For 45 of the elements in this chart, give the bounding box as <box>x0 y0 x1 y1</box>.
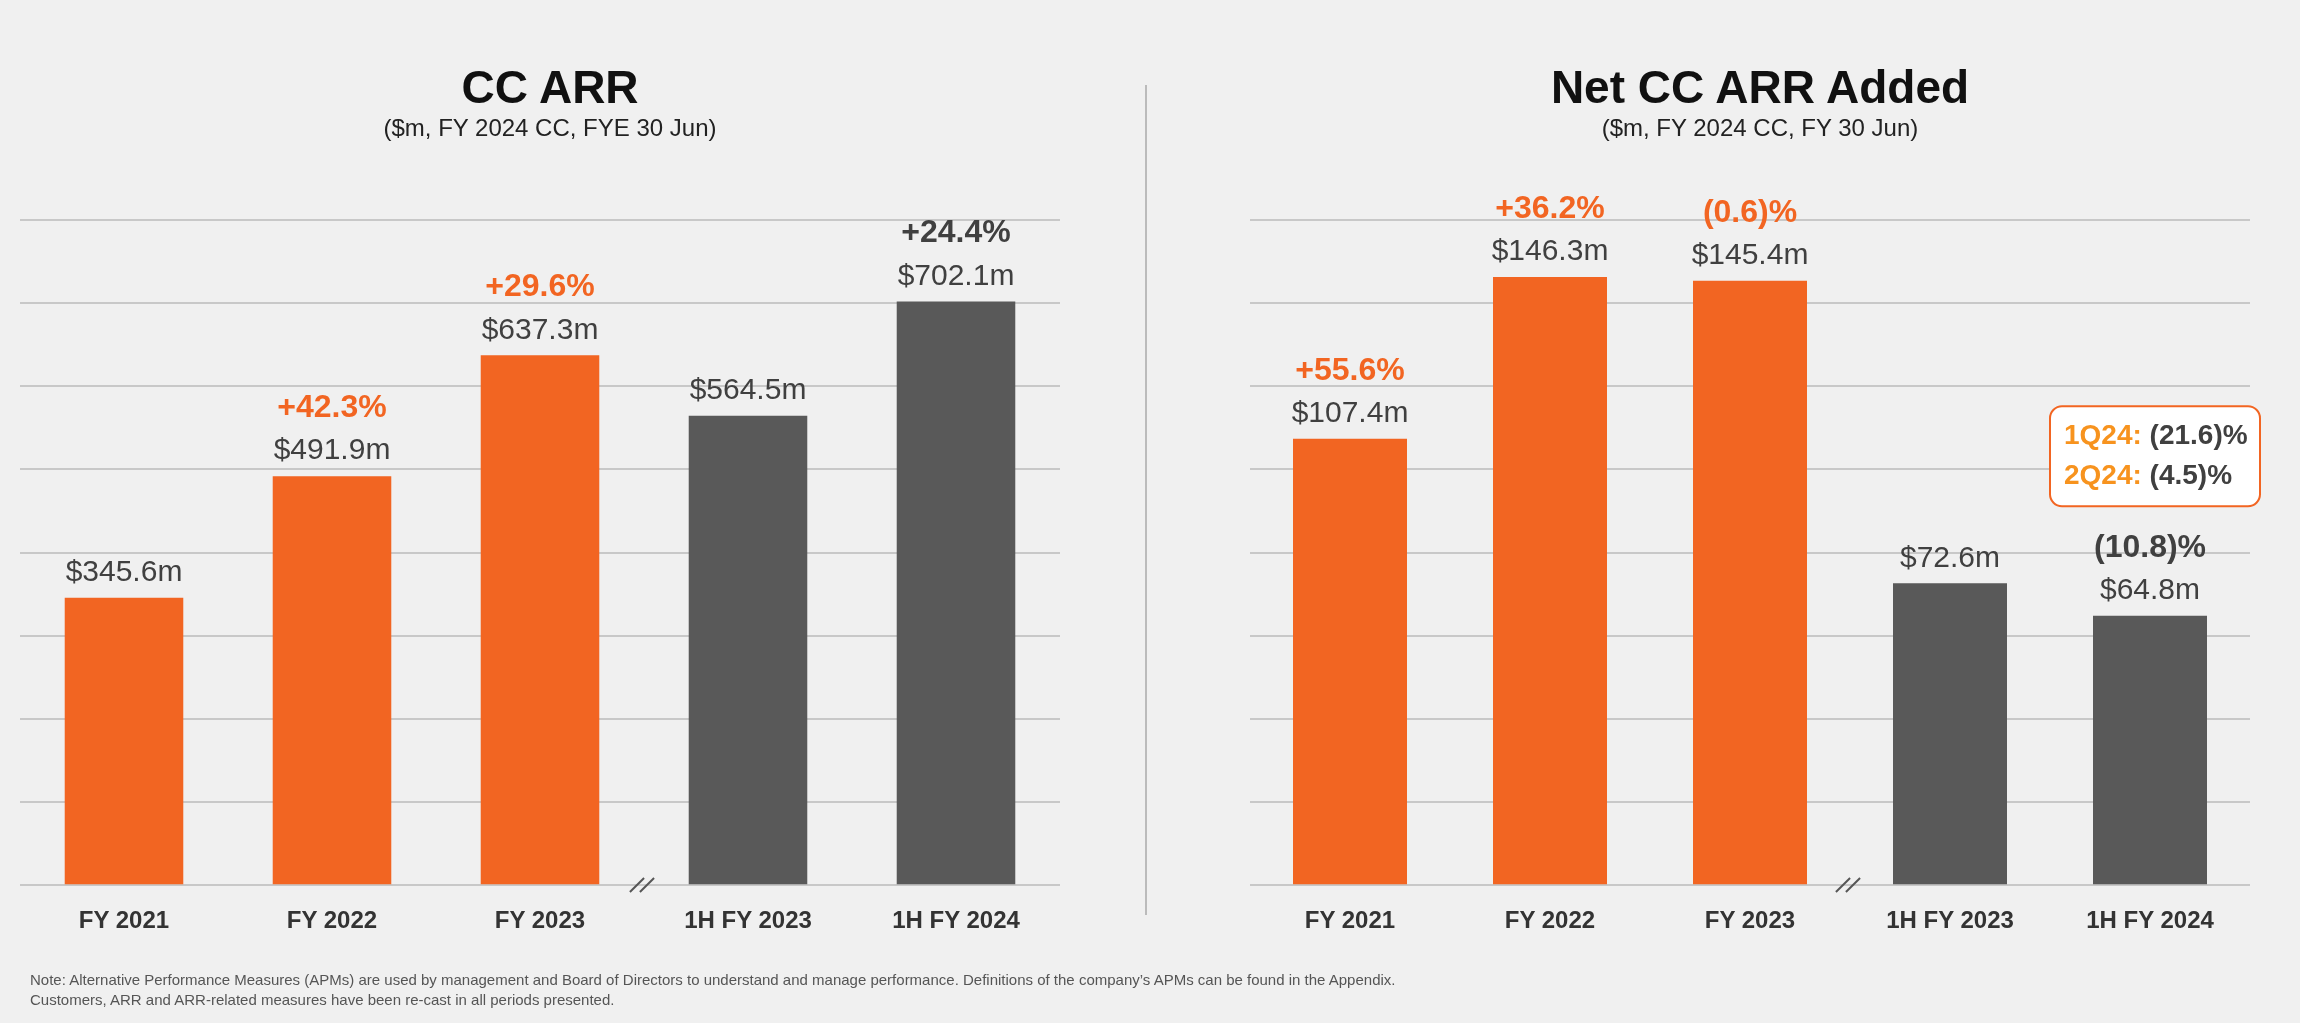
chart-title: Net CC ARR Added <box>1549 60 1971 114</box>
data-label: $146.3m <box>1491 233 1609 267</box>
bar <box>688 415 808 885</box>
data-label: $145.4m <box>1691 236 1809 270</box>
text: Note: Alternative Performance Measures (APMs) are used by management and Board of Directors to understand and manage performance. Definitions of the company’s APMs can be found in the Appendix. <box>30 970 1396 990</box>
annotation: (0.6)% <box>1702 192 1798 229</box>
bar <box>64 597 184 885</box>
data-label: $637.3m <box>481 311 599 345</box>
annotation: 2Q24: (4.5)% <box>2064 458 2233 490</box>
x-tick-label: FY 2022 <box>1504 906 1596 934</box>
bar <box>480 355 600 885</box>
annotation: (10.8)% <box>2093 527 2207 564</box>
data-label: $564.5m <box>689 372 807 406</box>
bar <box>2093 615 2207 885</box>
x-tick-label: 1H FY 2023 <box>1886 906 2014 934</box>
data-label: $72.6m <box>1899 539 2001 573</box>
x-tick-label: FY 2022 <box>286 906 378 934</box>
bar <box>272 476 392 885</box>
annotation: +24.4% <box>901 213 1011 250</box>
x-tick-label: 1H FY 2023 <box>684 906 812 934</box>
bar <box>1493 276 1607 885</box>
chart-subtitle: ($m, FY 2024 CC, FYE 30 Jun) <box>382 114 718 142</box>
annotation: +55.6% <box>1295 350 1405 387</box>
data-label: $702.1m <box>897 257 1015 291</box>
annotation: 1Q24: (21.6)% <box>2064 418 2248 450</box>
x-tick-label: FY 2021 <box>1304 906 1396 934</box>
data-label: $64.8m <box>2099 572 2201 606</box>
annotation: +36.2% <box>1495 188 1605 225</box>
x-tick-label: 1H FY 2024 <box>2086 906 2215 934</box>
annotation: +29.6% <box>485 267 595 304</box>
bar <box>1893 583 2007 885</box>
chart-title: CC ARR <box>460 60 640 114</box>
annotation: +42.3% <box>277 388 387 425</box>
data-label: $345.6m <box>65 554 183 588</box>
x-tick-label: FY 2023 <box>494 906 586 934</box>
data-label: $107.4m <box>1291 394 1409 428</box>
chart-subtitle: ($m, FY 2024 CC, FY 30 Jun) <box>1600 114 1920 142</box>
text: Customers, ARR and ARR-related measures have been re-cast in all periods presented. <box>30 990 616 1010</box>
x-tick-label: 1H FY 2024 <box>892 906 1021 934</box>
bar <box>896 301 1016 885</box>
bar <box>1293 438 1407 885</box>
x-tick-label: FY 2023 <box>1704 906 1796 934</box>
data-label: $491.9m <box>273 432 391 466</box>
x-tick-label: FY 2021 <box>78 906 170 934</box>
bar <box>1693 280 1807 885</box>
